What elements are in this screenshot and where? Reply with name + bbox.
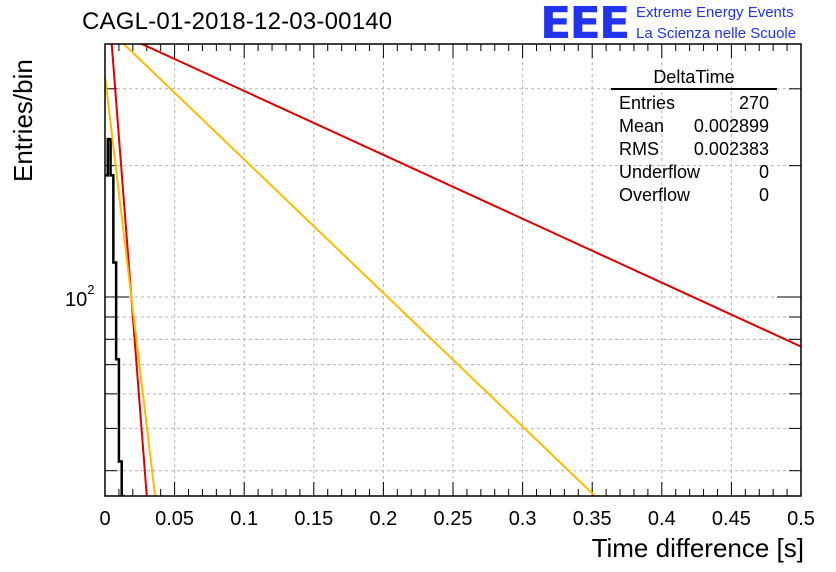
y-tick-exponent: 2: [87, 282, 94, 297]
stats-label: RMS: [619, 139, 659, 159]
stats-label: Entries: [619, 93, 676, 113]
stats-row-underflow: Underflow 0: [611, 161, 777, 184]
fit-line-series: [105, 76, 157, 496]
x-tick-label: 0.3: [509, 508, 537, 530]
y-tick-label: 102: [65, 282, 94, 311]
x-tick-label: 0.4: [648, 508, 676, 530]
x-tick-label: 0.25: [434, 508, 473, 530]
x-tick-label: 0: [99, 508, 110, 530]
x-tick-label: 0.1: [230, 508, 258, 530]
eee-logo: EEE: [539, 0, 630, 49]
x-tick-label: 0.35: [573, 508, 612, 530]
stats-value: 0.002899: [693, 116, 769, 136]
data-series: [105, 44, 801, 496]
stats-label: Overflow: [619, 185, 691, 205]
stats-row-rms: RMS 0.002383: [611, 138, 777, 161]
x-tick-label: 0.2: [369, 508, 397, 530]
x-tick-label: 0.15: [294, 508, 333, 530]
logo-line-2: La Scienza nelle Scuole: [636, 25, 797, 42]
x-tick-labels: 0 0.05 0.1 0.15 0.2 0.25 0.3 0.35 0.4 0.45 0.5: [99, 508, 814, 530]
stats-label: Underflow: [619, 162, 701, 182]
y-axis-label: Entries/bin: [8, 59, 38, 182]
fit-line-series: [110, 44, 148, 496]
stats-label: Mean: [619, 116, 665, 136]
x-tick-label: 0.5: [787, 508, 815, 530]
stats-row-mean: Mean 0.002899: [611, 115, 777, 138]
stats-box: DeltaTime Entries 270 Mean 0.002899 RMS …: [611, 66, 777, 207]
fit-line-series: [139, 44, 801, 348]
x-tick-label: 0.05: [155, 508, 194, 530]
stats-value: 0: [758, 162, 769, 182]
fit-line-series: [122, 44, 596, 496]
histogram-series: [105, 137, 125, 496]
grid-lines: [105, 44, 801, 496]
x-axis-label: Time difference [s]: [591, 533, 804, 563]
stats-row-overflow: Overflow 0: [611, 184, 777, 207]
chart-title: CAGL-01-2018-12-03-00140: [82, 8, 393, 35]
x-tick-label: 0.45: [712, 508, 751, 530]
y-tick-labels: 102: [65, 282, 94, 311]
stats-value: 0: [758, 185, 769, 205]
stats-title: DeltaTime: [611, 66, 777, 90]
stats-row-entries: Entries 270: [611, 92, 777, 115]
stats-value: 0.002383: [693, 139, 769, 159]
plot-frame: [104, 43, 802, 497]
logo-line-1: Extreme Energy Events: [636, 4, 794, 21]
y-tick-base: 10: [65, 289, 87, 311]
stats-value: 270: [738, 93, 769, 113]
